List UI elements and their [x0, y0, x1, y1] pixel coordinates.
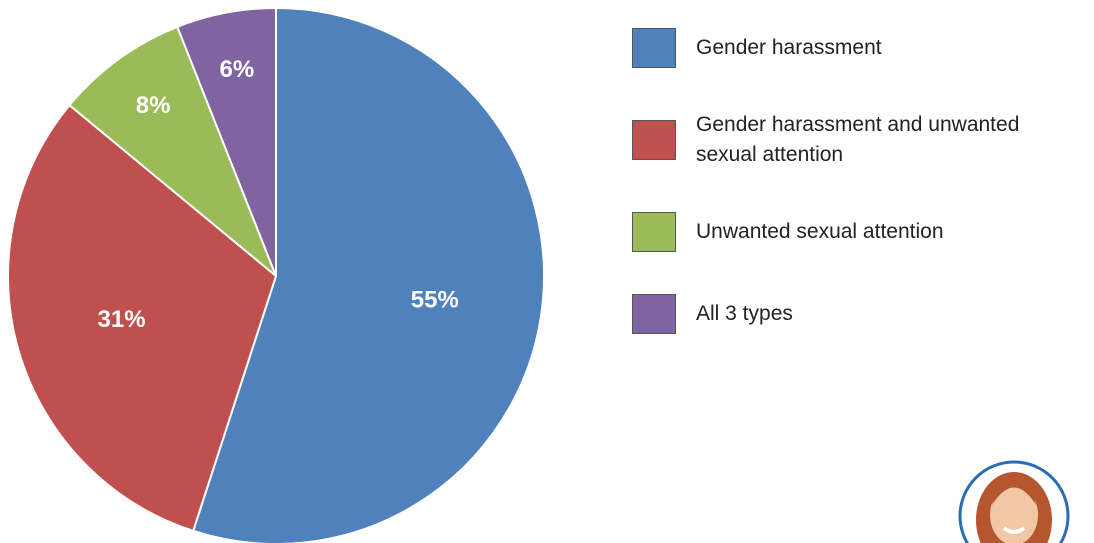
legend-label: Gender harassment and unwanted sexual at… [696, 113, 1020, 166]
slice-label: 31% [98, 306, 146, 333]
legend-swatch [632, 212, 676, 252]
legend-item: Gender harassment [632, 28, 1082, 68]
slices [7, 6, 545, 543]
legend: Gender harassment Gender harassment and u… [632, 28, 1082, 376]
pie-slice [68, 25, 277, 277]
slice-label: 8% [136, 92, 171, 119]
pie-slice [7, 103, 278, 533]
legend-item: Unwanted sexual attention [632, 212, 1082, 252]
legend-swatch [632, 28, 676, 68]
legend-label: Gender harassment [696, 36, 882, 59]
avatar [958, 460, 1070, 543]
pie-slice [191, 6, 545, 543]
legend-swatch [632, 120, 676, 160]
legend-item: All 3 types [632, 294, 1082, 334]
pie-slice [176, 6, 277, 277]
legend-label: Unwanted sexual attention [696, 220, 944, 243]
legend-label: All 3 types [696, 302, 793, 325]
legend-swatch [632, 294, 676, 334]
legend-item: Gender harassment and unwanted sexual at… [632, 110, 1082, 170]
slice-label: 55% [411, 286, 459, 313]
slice-label: 6% [219, 56, 254, 83]
